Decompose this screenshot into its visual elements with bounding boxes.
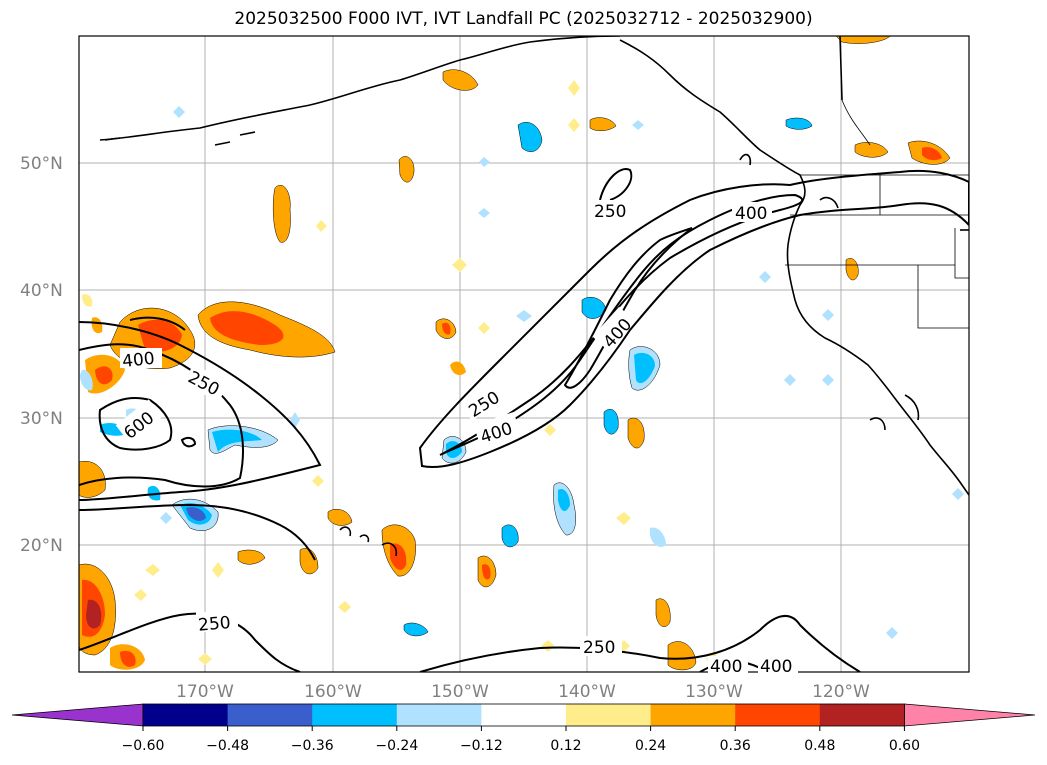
colorbar-tick-label: 0.36 (720, 738, 751, 754)
lon-label: 150°W (431, 682, 489, 702)
map-title: 2025032500 F000 IVT, IVT Landfall PC (20… (234, 9, 813, 29)
lat-label: 50°N (20, 154, 63, 174)
colorbar-segment (566, 704, 652, 726)
map-frame (78, 35, 970, 673)
ivt-probability-fills (79, 36, 964, 671)
colorbar-extension-low (11, 703, 144, 727)
colorbar-extension-high (904, 703, 1036, 727)
colorbar-tick-label: −0.60 (122, 738, 165, 754)
contour-label: 400 (121, 349, 155, 372)
ivt-contours (79, 168, 969, 672)
colorbar-segment (481, 704, 567, 726)
latitude-labels: 50°N 40°N 30°N 20°N (20, 154, 63, 556)
map-content (79, 36, 969, 672)
colorbar-tick-label: −0.24 (375, 738, 418, 754)
colorbar-segment (312, 704, 398, 726)
colorbar-segment (735, 704, 821, 726)
colorbar-outline (142, 703, 905, 727)
colorbar-tick-label: 0.24 (635, 738, 666, 754)
colorbar-tick-label: −0.48 (206, 738, 249, 754)
contour-250-river (418, 169, 969, 468)
lon-label: 170°W (176, 682, 234, 702)
lat-label: 40°N (20, 281, 63, 301)
colorbar-segment (143, 704, 229, 726)
lat-label: 30°N (20, 409, 63, 429)
colorbar-segment (819, 704, 905, 726)
contour-label: 400 (760, 657, 792, 677)
colorbar-segment (227, 704, 313, 726)
colorbar-tick-label: 0.48 (804, 738, 835, 754)
coastlines (99, 36, 969, 557)
colorbar-tick-label: 0.60 (889, 738, 920, 754)
contour-label: 400 (735, 204, 767, 224)
contour-label: 250 (197, 613, 231, 636)
colorbar-tick-label: 0.12 (550, 738, 581, 754)
contour-label: 250 (583, 638, 615, 658)
colorbar-tick-label: −0.36 (291, 738, 334, 754)
longitude-labels: 170°W 160°W 150°W 140°W 130°W 120°W (176, 682, 870, 702)
political-borders (785, 99, 969, 329)
colorbar-segment (650, 704, 736, 726)
gridlines (79, 36, 969, 672)
lon-label: 120°W (812, 682, 870, 702)
lat-label: 20°N (20, 536, 63, 556)
colorbar-tick-label: −0.12 (460, 738, 503, 754)
contour-label: 250 (594, 202, 626, 222)
lon-label: 130°W (685, 682, 743, 702)
lon-label: 160°W (304, 682, 362, 702)
colorbar-segment (396, 704, 482, 726)
lon-label: 140°W (558, 682, 616, 702)
colorbar: −0.60 −0.48 −0.36 −0.24 −0.12 0.12 0.24 0.36 0.4… (11, 703, 1036, 754)
contour-label: 400 (710, 657, 742, 677)
contour-400-river (439, 193, 804, 456)
